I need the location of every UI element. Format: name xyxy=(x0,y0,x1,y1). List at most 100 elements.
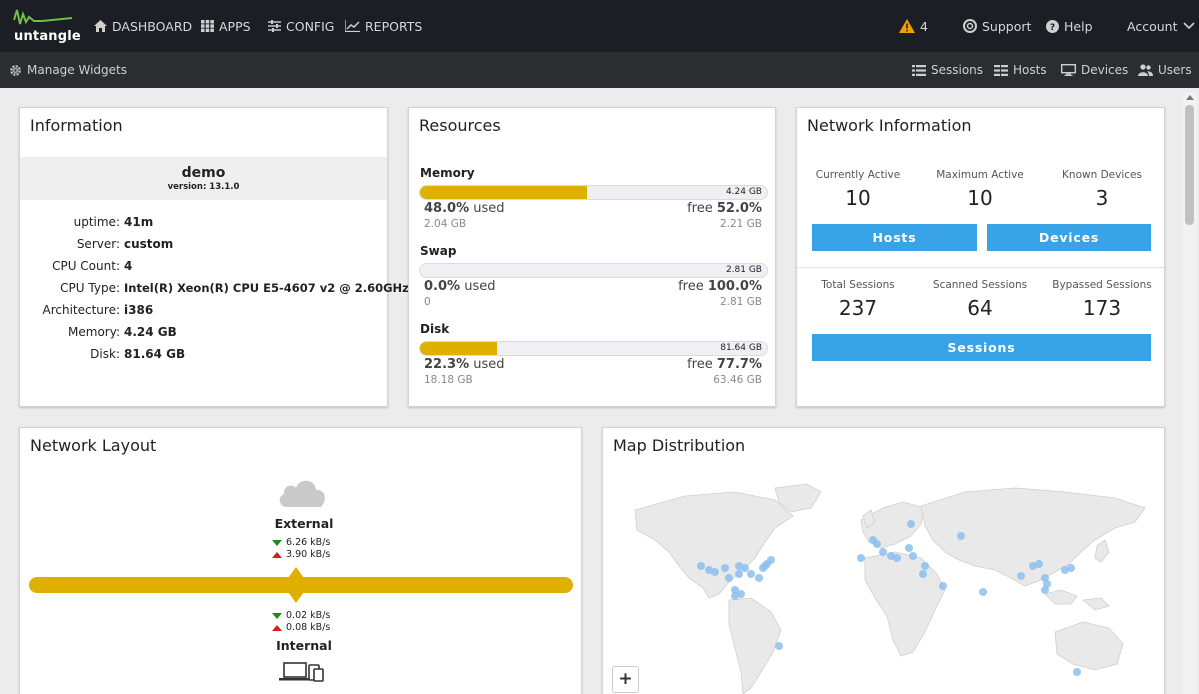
home-icon xyxy=(94,20,107,32)
resources-title: Resources xyxy=(419,116,501,135)
download-arrow-icon xyxy=(272,612,282,619)
map-zoom-in-button[interactable]: + xyxy=(612,666,639,693)
memory-free-pct: 52.0% xyxy=(716,201,762,216)
total-sessions-label: Total Sessions xyxy=(821,279,895,291)
nav-reports-label: REPORTS xyxy=(365,18,423,34)
scroll-up-arrow-icon[interactable] xyxy=(1186,95,1194,100)
maximum-active-label: Maximum Active xyxy=(936,169,1024,181)
info-value: custom xyxy=(124,237,174,251)
users-icon xyxy=(1138,64,1153,76)
swap-free: free 100.0% xyxy=(678,279,762,294)
warning-icon xyxy=(899,19,915,33)
currently-active-value: 10 xyxy=(845,186,871,210)
swap-used-amount: 0 xyxy=(424,296,431,308)
nav-support[interactable]: Support xyxy=(963,0,1031,52)
info-label: Disk: xyxy=(90,347,120,361)
top-navbar: untangle DASHBOARD APPS CONFIG REPORTS 4… xyxy=(0,0,1199,52)
users-label: Users xyxy=(1158,63,1192,77)
disk-free-pct: 77.7% xyxy=(716,357,762,372)
nav-config[interactable]: CONFIG xyxy=(268,0,334,52)
swap-used: 0.0% used xyxy=(424,279,495,294)
nav-dashboard-label: DASHBOARD xyxy=(112,18,193,34)
memory-used: 48.0% used xyxy=(424,201,505,216)
memory-free-word: free xyxy=(687,201,713,216)
users-link[interactable]: Users xyxy=(1138,52,1192,88)
sessions-button[interactable]: Sessions xyxy=(812,334,1151,361)
swap-used-word: used xyxy=(464,279,496,294)
nav-help-label: Help xyxy=(1064,18,1093,34)
disk-used-pct: 22.3% xyxy=(424,357,470,372)
disk-total: 81.64 GB xyxy=(720,343,762,353)
nav-dashboard[interactable]: DASHBOARD xyxy=(94,0,192,52)
internal-upload-value: 0.08 kB/s xyxy=(286,622,331,633)
memory-free-amount: 2.21 GB xyxy=(719,218,762,230)
swap-label: Swap xyxy=(420,244,457,258)
info-value: Intel(R) Xeon(R) CPU E5-4607 v2 @ 2.60GH… xyxy=(124,281,409,295)
disk-free-amount: 63.46 GB xyxy=(713,374,762,386)
devices-link[interactable]: Devices xyxy=(1061,52,1128,88)
swap-total: 2.81 GB xyxy=(725,265,762,275)
internal-download-value: 0.02 kB/s xyxy=(286,610,331,621)
disk-bar: 81.64 GB xyxy=(419,341,768,356)
nav-support-label: Support xyxy=(982,18,1032,34)
info-value: 41m xyxy=(124,215,154,229)
server-header: demo version: 13.1.0 xyxy=(20,157,387,200)
disk-free: free 77.7% xyxy=(687,357,762,372)
devices-button[interactable]: Devices xyxy=(987,224,1151,251)
table-icon xyxy=(994,64,1008,76)
disk-used-amount: 18.18 GB xyxy=(424,374,473,386)
internal-upload-rate: 0.08 kB/s xyxy=(272,622,330,633)
hosts-button[interactable]: Hosts xyxy=(812,224,977,251)
bypassed-sessions-label: Bypassed Sessions xyxy=(1052,279,1152,291)
scroll-thumb[interactable] xyxy=(1185,105,1194,225)
info-value: 4.24 GB xyxy=(124,325,177,339)
memory-used-word: used xyxy=(473,201,505,216)
known-devices-label: Known Devices xyxy=(1062,169,1142,181)
nav-config-label: CONFIG xyxy=(286,18,335,34)
devices-icon xyxy=(279,662,324,682)
nav-help[interactable]: ? Help xyxy=(1046,0,1093,52)
divider xyxy=(797,267,1164,268)
manage-widgets-button[interactable]: Manage Widgets xyxy=(9,52,127,88)
host-location-markers xyxy=(697,520,1081,676)
monitor-icon xyxy=(1061,64,1076,76)
network-information-widget: Network Information Currently Active 10 … xyxy=(796,107,1165,407)
manage-widgets-label: Manage Widgets xyxy=(27,63,127,77)
bypassed-sessions-value: 173 xyxy=(1082,296,1122,320)
nav-account[interactable]: Account xyxy=(1127,0,1196,52)
devices-label: Devices xyxy=(1081,63,1129,77)
untangle-logo[interactable]: untangle xyxy=(10,6,81,46)
total-sessions-value: 237 xyxy=(838,296,878,320)
alerts-button[interactable]: 4 xyxy=(899,0,928,52)
nav-apps[interactable]: APPS xyxy=(201,0,251,52)
lifebuoy-icon xyxy=(963,19,977,33)
disk-label: Disk xyxy=(420,322,450,336)
svg-text:?: ? xyxy=(1050,23,1055,33)
memory-free: free 52.0% xyxy=(687,201,762,216)
info-label: Server: xyxy=(76,237,120,251)
gear-icon xyxy=(10,64,21,76)
swap-used-pct: 0.0% xyxy=(424,279,461,294)
disk-used: 22.3% used xyxy=(424,357,505,372)
apps-grid-icon xyxy=(201,20,214,32)
memory-used-amount: 2.04 GB xyxy=(424,218,467,230)
map-distribution-title: Map Distribution xyxy=(613,436,746,455)
widget-toolbar: Manage Widgets Sessions Hosts Devices Us… xyxy=(0,52,1199,88)
sessions-link[interactable]: Sessions xyxy=(912,52,983,88)
download-arrow-icon xyxy=(272,539,282,546)
disk-bar-fill xyxy=(420,342,498,355)
upload-arrow-icon xyxy=(272,624,282,631)
disk-free-word: free xyxy=(687,357,713,372)
swap-free-amount: 2.81 GB xyxy=(719,296,762,308)
line-chart-icon xyxy=(345,20,360,32)
info-label: uptime: xyxy=(73,215,120,229)
memory-total: 4.24 GB xyxy=(725,187,762,197)
world-map[interactable] xyxy=(625,482,1155,694)
external-download-rate: 6.26 kB/s xyxy=(272,537,330,548)
scrollbar[interactable] xyxy=(1183,93,1197,694)
resources-widget: Resources Memory 4.24 GB 48.0% used free… xyxy=(408,107,776,407)
nav-reports[interactable]: REPORTS xyxy=(345,0,422,52)
network-layout-title: Network Layout xyxy=(30,436,157,455)
hosts-link[interactable]: Hosts xyxy=(994,52,1047,88)
external-download-value: 6.26 kB/s xyxy=(286,537,331,548)
